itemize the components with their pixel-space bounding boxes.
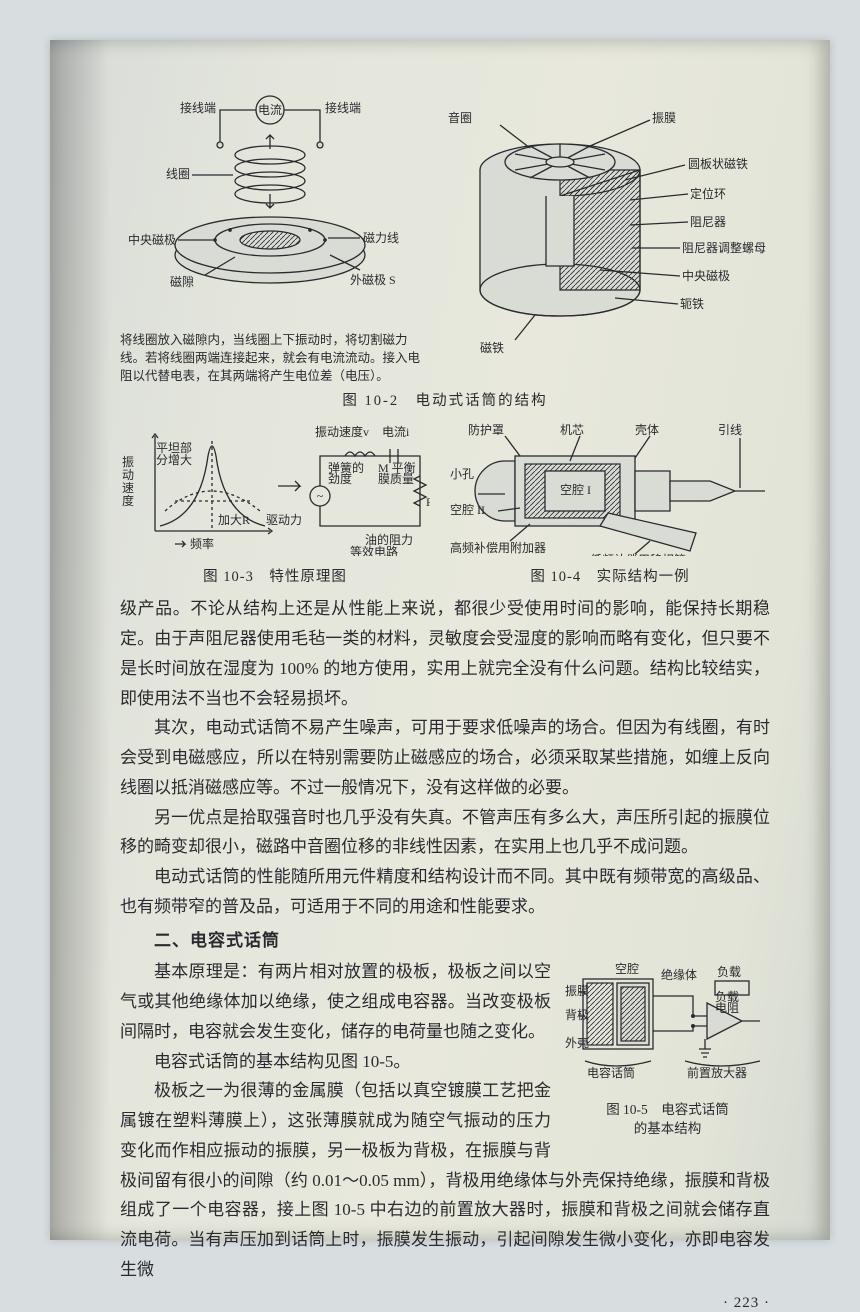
terminal-r: 接线端 <box>325 100 361 115</box>
page-number: · 223 · <box>120 1295 770 1312</box>
section-2-heading: 二、电容式话筒 <box>120 926 770 956</box>
backplate-label: 背极 <box>565 1008 589 1022</box>
loadR-label: 负载 <box>717 965 741 979</box>
cavity-label: 空腔 <box>615 961 639 976</box>
hole-label: 小孔 <box>450 467 474 481</box>
fig10-5: 负载 负载电阻 空腔 绝缘体 振膜 背极 外壳 负载电阻 电容话筒 前置放大器 <box>565 961 770 1139</box>
addR-label: 加大R <box>218 513 250 527</box>
damper-label: 阻尼器 <box>690 215 726 229</box>
fig10-3-svg: 振动速度 频率 平坦部分增大 加大R ~ 振动速度v 电流i 弹簧的劲度 <box>120 416 430 556</box>
cavity2-label: 空腔 II <box>450 502 485 517</box>
voicecoil-label: 音圈 <box>448 110 472 125</box>
fig10-3: 振动速度 频率 平坦部分增大 加大R ~ 振动速度v 电流i 弹簧的劲度 <box>120 416 430 586</box>
shell-label: 壳体 <box>635 423 659 437</box>
R-label: R <box>426 495 430 509</box>
fig10-3-caption: 图 10-3 特性原理图 <box>120 565 430 586</box>
gap-label: 磁隙 <box>170 274 194 289</box>
fig10-4-svg: 空腔 I 防护罩 机芯 壳体 引线 小孔 空腔 II 高频补偿用附加器 低频补偿… <box>450 416 770 556</box>
scanned-page: 电流 接线端 接线端 线圈 <box>50 40 830 1240</box>
fig10-5-svg: 负载 负载电阻 空腔 绝缘体 振膜 背极 外壳 负载电阻 电容话筒 前置放大器 <box>565 961 770 1091</box>
fig10-2-caption: 图 10-2 电动式话筒的结构 <box>120 389 770 410</box>
para-4: 电动式话筒的性能随所用元件精度和结构设计而不同。其中既有频带宽的高级品、也有频带… <box>120 862 770 922</box>
shell-label-5: 外壳 <box>565 1036 589 1050</box>
para-3: 另一优点是拾取强音时也几乎没有失真。不管声压有多么大，声压所引起的振膜位移的畸变… <box>120 803 770 863</box>
centerpole-r-label: 中央磁极 <box>682 268 730 283</box>
cavity1-label: 空腔 I <box>560 482 591 497</box>
fig-10-3-4-row: 振动速度 频率 平坦部分增大 加大R ~ 振动速度v 电流i 弹簧的劲度 <box>120 416 770 586</box>
terminal-l: 接线端 <box>180 100 216 115</box>
flux-label: 磁力线 <box>363 230 399 245</box>
para-2: 其次，电动式话筒不易产生噪声，可用于要求低噪声的场合。但因为有线圈，有时会受到电… <box>120 713 770 802</box>
figure-10-2-row: 电流 接线端 接线端 线圈 <box>120 90 770 385</box>
diaphragm-label: 振膜 <box>652 111 676 125</box>
center-pole-l: 中央磁极 <box>128 232 176 247</box>
fig10-4-caption: 图 10-4 实际结构一例 <box>450 565 770 586</box>
para-1: 级产品。不论从结构上还是从性能上来说，都很少受使用时间的影响，能保持长期稳定。由… <box>120 594 770 713</box>
body-text: 级产品。不论从结构上还是从性能上来说，都很少受使用时间的影响，能保持长期稳定。由… <box>120 594 770 1284</box>
mass-label: M 平衡膜质量 <box>378 461 416 486</box>
preamp-label: 前置放大器 <box>687 1065 747 1080</box>
spring-label: 弹簧的劲度 <box>328 460 364 486</box>
lead-label: 引线 <box>718 423 742 437</box>
lfshift-label: 低频补偿用移相管 <box>590 552 686 556</box>
equiv-title: 等效电路 <box>350 544 398 556</box>
outer-pole-label: 外磁极 S <box>350 272 396 287</box>
yoke-label: 轭铁 <box>680 296 704 311</box>
fig10-2-right-svg: 音圈 振膜 圆板状磁铁 定位环 阻尼器 阻尼器调整螺母 中央磁极 轭铁 磁铁 <box>440 90 770 365</box>
drive-label: 驱动力 <box>266 513 302 527</box>
fig10-5-cap1: 图 10-5 电容式话筒 <box>606 1102 729 1117</box>
fig10-4: 空腔 I 防护罩 机芯 壳体 引线 小孔 空腔 II 高频补偿用附加器 低频补偿… <box>450 416 770 586</box>
magnetiron-label: 磁铁 <box>480 340 504 355</box>
fig10-5-caption: 图 10-5 电容式话筒 的基本结构 <box>565 1101 770 1139</box>
meter-label: 电流 <box>258 103 282 117</box>
ringmag-label: 圆板状磁铁 <box>688 156 748 171</box>
shield-label: 防护罩 <box>468 422 504 437</box>
flat-label: 平坦部分增大 <box>156 440 192 467</box>
loadR-text: 负载电阻 <box>715 990 739 1015</box>
fig10-2-note: 将线圈放入磁隙内，当线圈上下振动时，将切割磁力线。若将线圈两端连接起来，就会有电… <box>120 331 420 385</box>
fig10-2-left: 电流 接线端 接线端 线圈 <box>120 90 420 385</box>
speed-label: 振动速度v <box>315 424 369 439</box>
xlabel: 频率 <box>190 536 214 551</box>
ylabel: 振动速度 <box>122 455 134 508</box>
fig10-2-left-svg: 电流 接线端 接线端 线圈 <box>120 90 420 320</box>
coil-label: 线圈 <box>166 167 190 181</box>
fig10-5-cap2: 的基本结构 <box>634 1121 702 1136</box>
diaphragm-label-5: 振膜 <box>565 984 589 998</box>
svg-text:~: ~ <box>317 489 324 503</box>
core-label: 机芯 <box>560 423 584 437</box>
current-label: 电流i <box>382 425 410 439</box>
spine-shadow <box>50 40 110 1240</box>
spacer-label: 定位环 <box>690 186 726 201</box>
capmic-label: 电容话筒 <box>587 1065 635 1080</box>
hfadd-label: 高频补偿用附加器 <box>450 540 546 555</box>
insulator-label: 绝缘体 <box>661 967 697 982</box>
fig10-2-right: 音圈 振膜 圆板状磁铁 定位环 阻尼器 阻尼器调整螺母 中央磁极 轭铁 磁铁 <box>440 90 770 385</box>
adjnut-label: 阻尼器调整螺母 <box>682 240 766 255</box>
